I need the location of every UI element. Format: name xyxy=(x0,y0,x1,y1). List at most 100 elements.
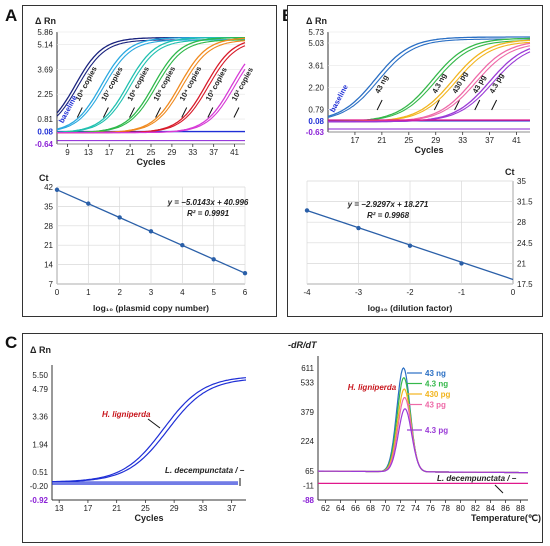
y-axis-label-C2: -dR/dT xyxy=(288,340,318,350)
y-tick-label-A2: 42 xyxy=(44,183,53,192)
y-tick-label-C2: 533 xyxy=(301,379,315,388)
data-point-A2-5 xyxy=(211,257,216,262)
y-tick-label-A2: 28 xyxy=(44,222,53,231)
x-tick-label-B1: 41 xyxy=(512,136,521,145)
data-point-A2-4 xyxy=(180,243,185,248)
x-tick-label-C2: 66 xyxy=(351,504,360,513)
x-tick-label-B2: -3 xyxy=(355,288,363,297)
data-point-A2-2 xyxy=(117,215,122,220)
x-tick-label-A1: 33 xyxy=(188,148,197,157)
series-arrow-A1-1 xyxy=(102,107,109,118)
series-arrow-B1-3 xyxy=(474,99,481,111)
x-tick-label-A1: 17 xyxy=(105,148,114,157)
y-tick-label-C1: -0.92 xyxy=(30,496,49,505)
y-tick-label-A1: 0.81 xyxy=(37,115,53,124)
x-tick-label-B2: -2 xyxy=(406,288,414,297)
series-arrow-B1-2 xyxy=(454,99,461,111)
legend-label-C2-4: 4.3 pg xyxy=(425,426,448,435)
y-tick-label-C2: 224 xyxy=(301,437,315,446)
x-tick-label-B2: 0 xyxy=(511,288,516,297)
y-axis-label-A2: Ct xyxy=(39,173,49,183)
x-tick-label-A1: 13 xyxy=(84,148,93,157)
y-tick-label-C2: -11 xyxy=(303,481,315,490)
x-tick-label-C1: 29 xyxy=(170,504,179,513)
series-label-A1-6: 10² copies xyxy=(230,66,255,103)
x-tick-label-A1: 25 xyxy=(147,148,156,157)
x-tick-label-C2: 74 xyxy=(411,504,420,513)
arrow-h-ligniperda-C1 xyxy=(147,418,161,429)
series-label-B1-1: 4.3 ng xyxy=(430,71,448,95)
x-tick-label-C1: 13 xyxy=(55,504,64,513)
y-tick-label-C1: -0.20 xyxy=(30,482,49,491)
x-tick-label-A2: 0 xyxy=(55,288,60,297)
y-tick-label-C2: 611 xyxy=(301,364,314,373)
y-axis-label-C1: Δ Rn xyxy=(30,345,51,355)
y-tick-label-A2: 21 xyxy=(44,241,53,250)
y-tick-label-C1: 3.36 xyxy=(32,413,48,422)
x-tick-label-C1: 21 xyxy=(112,504,121,513)
series-label-h-ligniperda-C1: H. ligniperda xyxy=(102,410,151,419)
y-tick-label-C1: 1.94 xyxy=(32,440,48,449)
y-tick-label-B1: 0.08 xyxy=(308,117,324,126)
fit-equation-B2: y = −2.9297x + 18.271 xyxy=(347,200,429,209)
y-tick-label-A2: 35 xyxy=(44,202,53,211)
title-label-C2: H. ligniperda xyxy=(348,383,397,392)
y-tick-label-C2: 65 xyxy=(305,467,314,476)
legend-label-C2-1: 4.3 ng xyxy=(425,380,448,389)
fit-equation-A2: y = −5.0143x + 40.996 xyxy=(167,198,249,207)
series-arrow-A1-2 xyxy=(129,107,135,118)
panel-b-frame xyxy=(287,5,543,317)
amplification-curve-C1-1 xyxy=(51,379,247,483)
legend-label-C2-3: 43 pg xyxy=(425,401,446,410)
panel-letter-c: C xyxy=(5,333,18,352)
x-tick-label-B1: 25 xyxy=(404,136,413,145)
y-tick-label-B2: 21 xyxy=(517,259,526,268)
x-tick-label-A2: 5 xyxy=(211,288,216,297)
x-tick-label-B2: -4 xyxy=(303,288,311,297)
y-tick-label-B2: 28 xyxy=(517,218,526,227)
series-arrow-A1-6 xyxy=(233,107,240,118)
x-tick-label-C2: 88 xyxy=(516,504,525,513)
y-tick-label-A1: -0.64 xyxy=(35,140,54,149)
y-axis-label-A1: Δ Rn xyxy=(35,16,56,26)
x-axis-label-C2: Temperature(℃) xyxy=(471,513,541,523)
x-tick-label-C1: 37 xyxy=(227,504,236,513)
y-tick-label-C1: 4.79 xyxy=(32,385,48,394)
melt-curve-C2-3 xyxy=(318,397,528,474)
data-point-A2-3 xyxy=(148,229,154,234)
x-tick-label-C2: 80 xyxy=(456,504,465,513)
y-tick-label-B2: 24.5 xyxy=(517,239,533,248)
series-line-dup-A1-6 xyxy=(57,68,246,134)
series-line-B1-0 xyxy=(327,36,530,118)
melt-curve-C2-2 xyxy=(318,388,528,474)
x-tick-label-B1: 37 xyxy=(485,136,494,145)
y-tick-label-C2: 379 xyxy=(301,408,315,417)
x-tick-label-C2: 72 xyxy=(396,504,405,513)
y-tick-label-C1: 0.51 xyxy=(32,468,48,477)
x-tick-label-A1: 37 xyxy=(209,148,218,157)
series-label-l-decempunctata-C1: L. decempunctata / − xyxy=(165,466,245,475)
y-tick-label-B2: 17.5 xyxy=(517,280,533,289)
y-tick-label-A1: 5.86 xyxy=(37,28,53,37)
x-tick-label-B1: 17 xyxy=(350,136,359,145)
x-tick-label-B1: 21 xyxy=(377,136,386,145)
y-tick-label-C2: -88 xyxy=(302,496,314,505)
x-tick-label-C2: 84 xyxy=(486,504,495,513)
y-tick-label-B2: 31.5 xyxy=(517,198,533,207)
x-tick-label-C2: 70 xyxy=(381,504,390,513)
y-tick-label-A2: 14 xyxy=(44,261,53,270)
melt-curve-C2-4 xyxy=(318,408,528,474)
legend-label-C2-2: 430 pg xyxy=(425,390,450,399)
series-arrow-A1-3 xyxy=(155,107,162,118)
x-axis-label-A1: Cycles xyxy=(136,157,165,167)
series-arrow-A1-4 xyxy=(181,107,188,118)
x-tick-label-A2: 4 xyxy=(180,288,185,297)
y-tick-label-B1: -0.63 xyxy=(306,128,325,137)
x-tick-label-C1: 33 xyxy=(198,504,207,513)
y-tick-label-B1: 2.20 xyxy=(308,84,324,93)
x-tick-label-B1: 29 xyxy=(431,136,440,145)
data-point-B2-3 xyxy=(459,261,464,266)
x-tick-label-C2: 86 xyxy=(501,504,510,513)
series-line-A1-2 xyxy=(56,36,245,133)
x-tick-label-A2: 6 xyxy=(243,288,248,297)
